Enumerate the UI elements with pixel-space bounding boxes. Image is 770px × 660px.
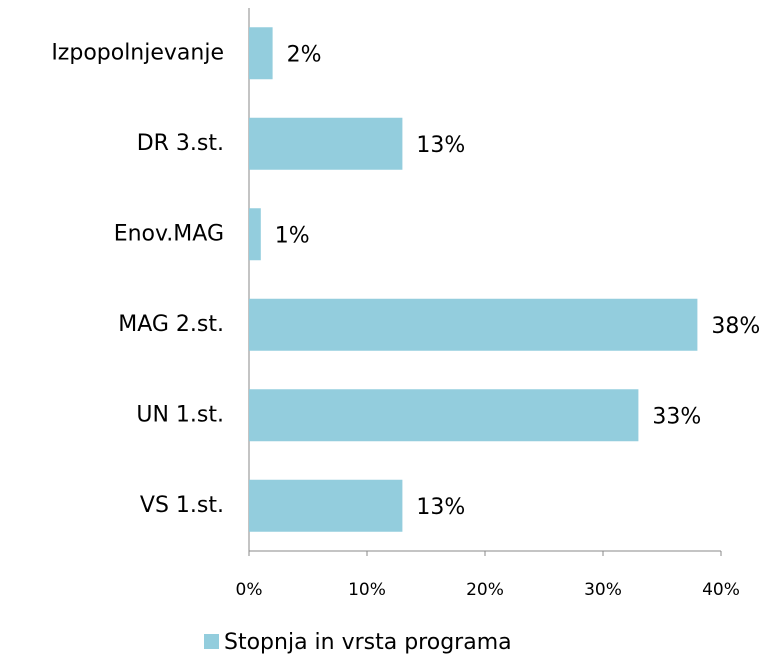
legend-swatch (204, 634, 219, 649)
y-tick-label: Enov.MAG (114, 221, 224, 246)
x-tick-label: 20% (466, 580, 504, 600)
x-tick-label: 40% (702, 580, 740, 600)
x-tick-label: 0% (236, 580, 263, 600)
data-label: 33% (652, 404, 701, 429)
bar (249, 479, 403, 532)
bar (249, 389, 639, 442)
bar (249, 208, 261, 261)
y-tick-label: DR 3.st. (137, 131, 224, 156)
data-label: 2% (287, 42, 322, 67)
bar (249, 298, 698, 351)
data-label: 38% (711, 314, 760, 339)
y-tick-label: VS 1.st. (140, 493, 224, 518)
data-label: 1% (275, 223, 310, 248)
x-tick-label: 30% (584, 580, 622, 600)
data-label: 13% (416, 495, 465, 520)
data-label: 13% (416, 133, 465, 158)
y-tick-label: MAG 2.st. (118, 312, 224, 337)
bar (249, 117, 403, 170)
bar (249, 27, 273, 80)
legend-label: Stopnja in vrsta programa (224, 630, 512, 655)
x-tick-label: 10% (348, 580, 386, 600)
y-tick-label: Izpopolnjevanje (51, 40, 224, 65)
y-tick-label: UN 1.st. (136, 402, 224, 427)
